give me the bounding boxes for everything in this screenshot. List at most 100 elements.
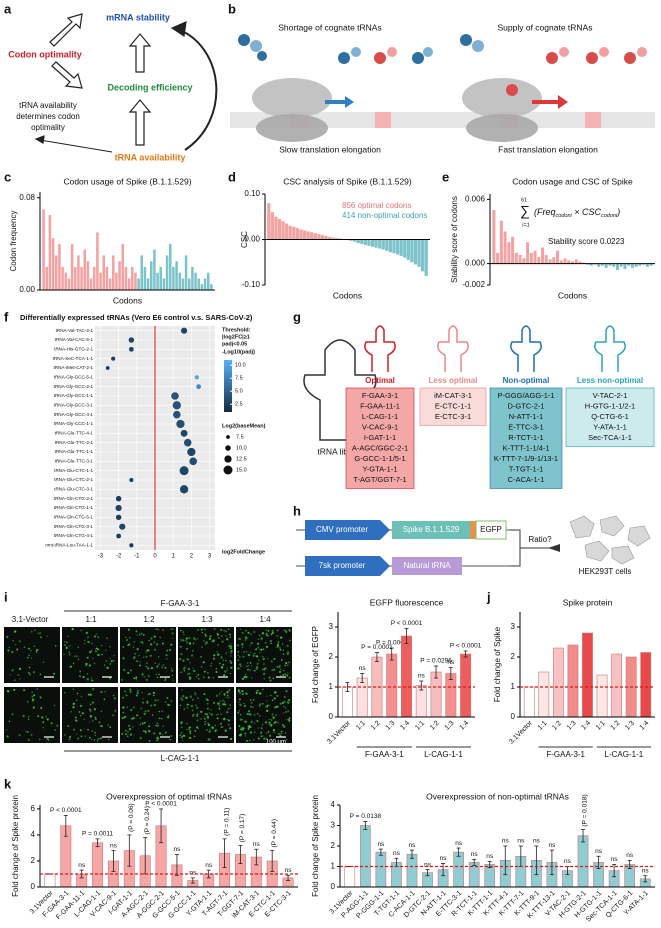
cell-signal — [222, 703, 225, 706]
cell-signal — [180, 736, 184, 739]
cell-signal — [30, 649, 32, 652]
bar — [597, 263, 601, 267]
cell-signal — [227, 628, 230, 630]
cell-signal — [237, 654, 240, 657]
bar — [80, 266, 83, 290]
cell-signal — [197, 728, 200, 730]
cell-signal — [134, 653, 136, 655]
cell-signal — [13, 688, 16, 691]
cell-signal — [200, 718, 202, 720]
cell-signal — [230, 661, 233, 664]
cell-signal — [205, 713, 208, 716]
cell-signal — [133, 640, 136, 643]
cell-signal — [136, 634, 138, 637]
cell-signal — [136, 660, 138, 663]
cell-signal — [240, 733, 243, 736]
cell-signal — [139, 641, 142, 643]
cell-signal — [77, 737, 80, 740]
bar — [359, 825, 371, 888]
cell-signal — [66, 641, 68, 644]
dot — [194, 375, 199, 380]
p-value: P = 0.0001 — [376, 640, 408, 647]
cell-signal — [121, 732, 124, 735]
bar — [51, 238, 55, 290]
p-value: ns — [502, 838, 510, 845]
cell-signal — [137, 690, 139, 692]
cell-signal — [182, 638, 184, 641]
cell-signal — [271, 699, 274, 702]
bar — [64, 272, 68, 290]
cell-signal — [204, 628, 206, 631]
cell-signal — [91, 738, 93, 741]
cell-signal — [11, 650, 14, 654]
cell-signal — [166, 697, 169, 699]
bar — [86, 261, 90, 290]
cell-signal — [146, 649, 149, 652]
cell-signal — [77, 658, 80, 661]
cell-signal — [286, 644, 288, 647]
bar — [96, 232, 99, 290]
cell-signal — [186, 722, 188, 725]
cell-signal — [268, 721, 271, 724]
cell-signal — [160, 718, 163, 720]
cell-signal — [109, 646, 111, 648]
cell-signal — [182, 667, 185, 670]
y-tick-label: 3 — [511, 622, 516, 631]
cell-signal — [15, 644, 17, 646]
dot — [179, 466, 189, 476]
chart-title: Codon usage and CSC of Spike — [512, 176, 633, 186]
formula-part: × CSC — [572, 207, 602, 217]
cell-signal — [250, 705, 253, 708]
cell-signal — [247, 631, 250, 634]
bar — [274, 216, 278, 240]
bar — [526, 242, 530, 264]
cell-signal — [220, 628, 223, 631]
cell-signal — [263, 678, 265, 680]
cell-signal — [93, 739, 96, 741]
cell-signal — [16, 648, 19, 651]
trna-name: E-CTC-3-1 — [435, 412, 471, 421]
gene — [392, 521, 470, 539]
cell-signal — [194, 691, 196, 694]
linker — [470, 521, 476, 539]
cell-signal — [69, 645, 71, 647]
chart-title: Differentially expressed tRNAs (Vero E6 … — [20, 313, 253, 322]
cell-signal — [208, 730, 211, 733]
p-value: P < 0.0001 — [391, 620, 423, 627]
p-value: (P = 0.11) — [223, 808, 230, 836]
cell-signal — [267, 704, 270, 707]
cell-signal — [229, 672, 232, 675]
cell-signal — [276, 705, 279, 708]
cell-signal — [203, 723, 206, 725]
cell-signal — [237, 659, 240, 662]
formula-sigma: ∑ — [520, 203, 530, 219]
cell-signal — [139, 661, 141, 663]
cell-signal — [279, 648, 282, 651]
bar — [589, 263, 593, 266]
cell-signal — [39, 696, 42, 699]
cell-signal — [193, 669, 196, 672]
cell-signal — [168, 648, 172, 652]
y-tick-label: tRNA-Glu-TTC-1-1 — [55, 449, 94, 454]
cell-signal — [97, 653, 100, 657]
cell-signal — [19, 678, 21, 680]
dot — [128, 337, 135, 343]
y-tick-label: 1 — [511, 682, 516, 691]
cell-signal — [186, 706, 189, 709]
cell-signal — [87, 693, 90, 696]
cell-signal — [181, 726, 183, 728]
cell-signal — [262, 672, 266, 675]
cell-signal — [132, 646, 135, 648]
chart-title: Codon usage of Spike (B.1.1.529) — [63, 176, 191, 186]
annotation: 856 optimal codons — [342, 201, 411, 210]
cell-signal — [162, 734, 164, 736]
cell-signal — [192, 667, 194, 669]
legend-title: -Log10(padj) — [222, 349, 255, 355]
cell-signal — [283, 629, 286, 632]
cell-signal — [203, 640, 205, 642]
bar — [552, 647, 564, 718]
panel-label: j — [486, 589, 491, 604]
bar — [299, 229, 303, 240]
bar — [140, 255, 144, 290]
cell-signal — [89, 721, 91, 723]
